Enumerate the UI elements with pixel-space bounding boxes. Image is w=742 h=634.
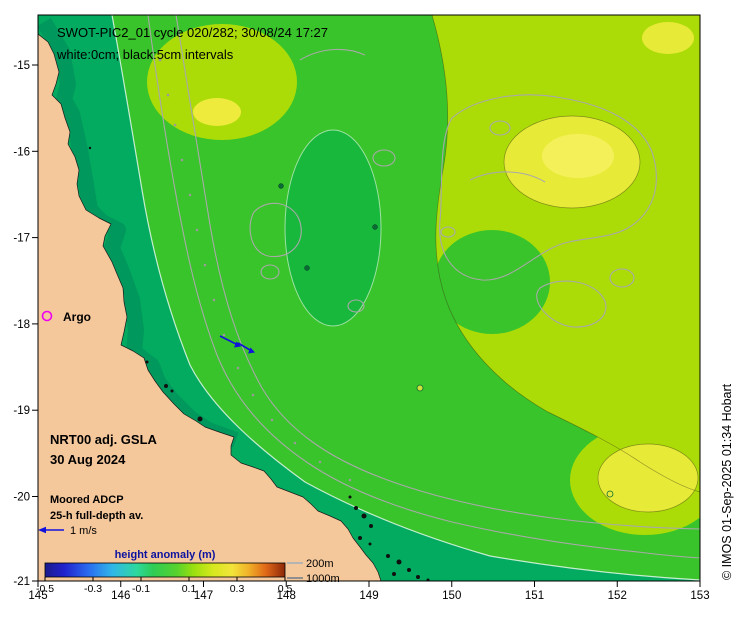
isobath-1000m <box>175 15 700 530</box>
adcp-title: Moored ADCP <box>50 494 124 506</box>
anomaly-high-patch-north <box>193 98 241 126</box>
x-tick-label: 150 <box>442 590 461 602</box>
colorbar-ticks <box>44 577 286 581</box>
y-tick-label: -18 <box>13 319 30 331</box>
adcp-subtitle: 25-h full-depth av. <box>50 510 143 522</box>
contour-0cm-white-center <box>284 129 382 327</box>
observation-markers <box>278 183 614 498</box>
y-tick-label: -17 <box>13 233 30 245</box>
figure-title-line1: SWOT-PIC2_01 cycle 020/282; 30/08/24 17:… <box>57 25 328 40</box>
anomaly-high-patch-southeast <box>598 444 698 512</box>
anomaly-positive-region-north <box>147 24 297 140</box>
plateau-contour <box>439 94 657 281</box>
product-date: 30 Aug 2024 <box>50 452 126 467</box>
bathymetry-contours <box>147 15 700 559</box>
x-tick-label: 153 <box>690 590 709 602</box>
anomaly-mid-tongue <box>434 230 550 334</box>
x-tick-label: 152 <box>608 590 627 602</box>
isobath-1000m-label: 1000m <box>306 573 340 585</box>
y-tick-label: -20 <box>13 492 30 504</box>
y-tick-label: -16 <box>13 146 30 158</box>
anomaly-positive-region-east <box>432 15 700 492</box>
isobath-200m-label: 200m <box>306 558 334 570</box>
contour-0cm-white <box>111 15 700 581</box>
credit-watermark: © IMOS 01-Sep-2025 01:34 Hobart <box>720 383 734 580</box>
sea-level-anomaly-field <box>38 15 700 581</box>
argo-float-icon <box>41 310 53 322</box>
colorbar-title: height anomaly (m) <box>115 549 216 561</box>
y-tick-label: -19 <box>13 405 30 417</box>
adcp-legend: Moored ADCP 25-h full-depth av. 1 m/s <box>38 494 143 537</box>
y-tick-label: -15 <box>13 60 30 72</box>
anomaly-low-center-blob <box>285 130 381 326</box>
obs-marker <box>606 490 614 498</box>
isobath-200m <box>147 15 700 559</box>
x-axis-labels: 145 146 147 148 149 150 151 152 153 <box>28 590 709 602</box>
colorbar-gradient <box>44 562 286 578</box>
anomaly-negative-inner-strip <box>38 17 239 448</box>
colorbar-tick-label: 0.1 <box>182 583 197 595</box>
obs-marker <box>416 384 424 392</box>
scale-arrow-head-icon <box>38 526 46 534</box>
adcp-current-vectors <box>219 335 255 354</box>
y-tick-label: -21 <box>13 576 30 588</box>
x-axis-ticks <box>37 581 701 587</box>
colorbar-tick-label: -0.1 <box>132 583 150 595</box>
anomaly-high-core <box>542 134 614 178</box>
coastline-land <box>38 33 382 581</box>
islands <box>88 146 430 581</box>
x-tick-label: 147 <box>194 590 213 602</box>
x-tick-label: 146 <box>111 590 130 602</box>
x-tick-label: 151 <box>525 590 544 602</box>
product-name: NRT00 adj. GSLA <box>50 432 158 447</box>
mooring-marker <box>372 224 378 230</box>
y-axis-ticks <box>32 64 38 582</box>
reef-speckles <box>158 58 352 482</box>
contour-5cm-black <box>431 15 700 513</box>
colorbar-tick-label: 0.5 <box>278 583 293 595</box>
mooring-marker <box>304 265 310 271</box>
colorbar: height anomaly (m) -0.5 -0.3 -0.1 0.1 0.… <box>36 549 292 595</box>
anomaly-high-patch-northeast <box>642 22 694 54</box>
isobath-legend: 200m 1000m <box>287 558 340 585</box>
colorbar-tick-label: -0.3 <box>84 583 102 595</box>
x-tick-label: 145 <box>28 590 47 602</box>
argo-label: Argo <box>63 310 91 324</box>
y-axis-labels: -15 -16 -17 -18 -19 -20 -21 <box>13 60 30 588</box>
argo-legend: Argo <box>41 310 91 324</box>
adcp-scale-label: 1 m/s <box>70 525 97 537</box>
colorbar-tick-label: 0.3 <box>230 583 245 595</box>
x-tick-label: 148 <box>277 590 296 602</box>
x-tick-label: 149 <box>359 590 378 602</box>
colorbar-tick-label: -0.5 <box>36 583 54 595</box>
figure-title-line2: white:0cm; black:5cm intervals <box>56 47 234 62</box>
mooring-marker <box>278 183 284 189</box>
